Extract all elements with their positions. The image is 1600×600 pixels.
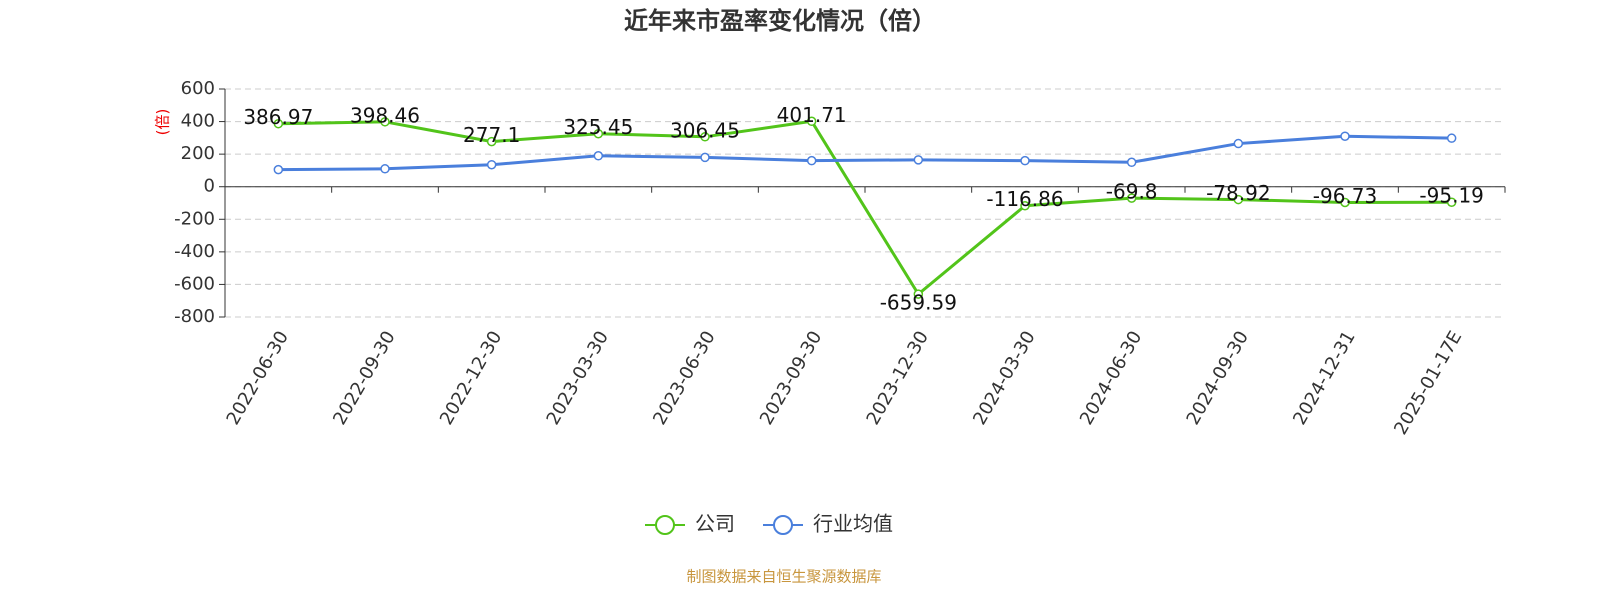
data-label: -69.8 [1106, 180, 1158, 204]
data-label: 306.45 [670, 118, 740, 142]
data-point [1340, 131, 1350, 141]
data-point [1340, 197, 1350, 208]
data-point [1126, 157, 1137, 168]
data-point [273, 164, 284, 175]
data-label: 325.45 [563, 115, 633, 139]
data-label: -96.73 [1313, 184, 1377, 208]
data-point [913, 289, 924, 299]
data-point [1020, 155, 1030, 166]
y-tick-label: -800 [174, 306, 215, 327]
data-point [1446, 197, 1457, 207]
data-label: -95.19 [1419, 184, 1483, 208]
data-point [1446, 133, 1457, 143]
x-tick-label: 2024-03-30 [969, 328, 1039, 429]
data-label: -116.86 [986, 187, 1063, 211]
data-point [380, 117, 390, 127]
data-label: 277.1 [463, 123, 520, 147]
data-point [806, 116, 817, 127]
x-tick-label: 2022-12-30 [436, 328, 506, 429]
y-tick-label: 600 [181, 78, 215, 99]
legend-item[interactable]: 公司 [645, 512, 735, 536]
data-point [1020, 200, 1030, 211]
data-label: -659.59 [880, 291, 957, 315]
legend-marker [773, 515, 793, 535]
data-point [273, 118, 284, 129]
data-label: 398.46 [350, 103, 420, 127]
y-tick-label: 400 [181, 111, 215, 132]
chart-title: 近年来市盈率变化情况（倍） [624, 7, 936, 35]
series-line [278, 134, 1452, 172]
y-tick-label: 200 [181, 143, 215, 164]
x-tick-label: 2022-06-30 [223, 328, 293, 429]
data-point [486, 136, 497, 147]
legend-label: 行业均值 [813, 512, 893, 536]
source-note: 制图数据来自恒生聚源数据库 [686, 568, 881, 586]
data-point [593, 151, 604, 161]
x-tick-label: 2023-12-30 [863, 328, 933, 429]
x-tick-label: 2024-09-30 [1183, 328, 1253, 429]
x-tick-label: 2023-06-30 [649, 328, 719, 429]
data-point [1233, 138, 1244, 149]
series-line [278, 119, 1452, 297]
x-tick-label: 2023-09-30 [756, 328, 826, 429]
x-tick-label: 2024-12-31 [1289, 328, 1359, 429]
x-tick-label: 2024-06-30 [1076, 328, 1146, 429]
data-label: 386.97 [243, 105, 313, 129]
x-tick-label: 2023-03-30 [543, 328, 613, 429]
y-axis-label: (倍) [154, 109, 172, 136]
data-point [913, 155, 924, 165]
data-point [486, 159, 497, 170]
y-tick-label: -200 [174, 208, 215, 229]
data-point [700, 132, 710, 142]
x-tick-label: 2022-09-30 [329, 328, 399, 429]
data-point [593, 128, 604, 139]
data-point [1233, 194, 1244, 205]
y-tick-label: 0 [204, 176, 215, 197]
y-tick-label: -400 [174, 241, 215, 262]
x-tick-label: 2025-01-17E [1390, 328, 1466, 439]
data-point [700, 152, 710, 163]
data-point [806, 155, 817, 166]
legend-marker [655, 515, 675, 535]
legend-label: 公司 [695, 512, 735, 536]
y-tick-label: -600 [174, 273, 215, 294]
data-point [380, 164, 390, 174]
data-point [1126, 193, 1137, 203]
data-label: -78.92 [1206, 181, 1270, 205]
data-label: 401.71 [777, 103, 847, 127]
legend-item[interactable]: 行业均值 [763, 512, 893, 536]
